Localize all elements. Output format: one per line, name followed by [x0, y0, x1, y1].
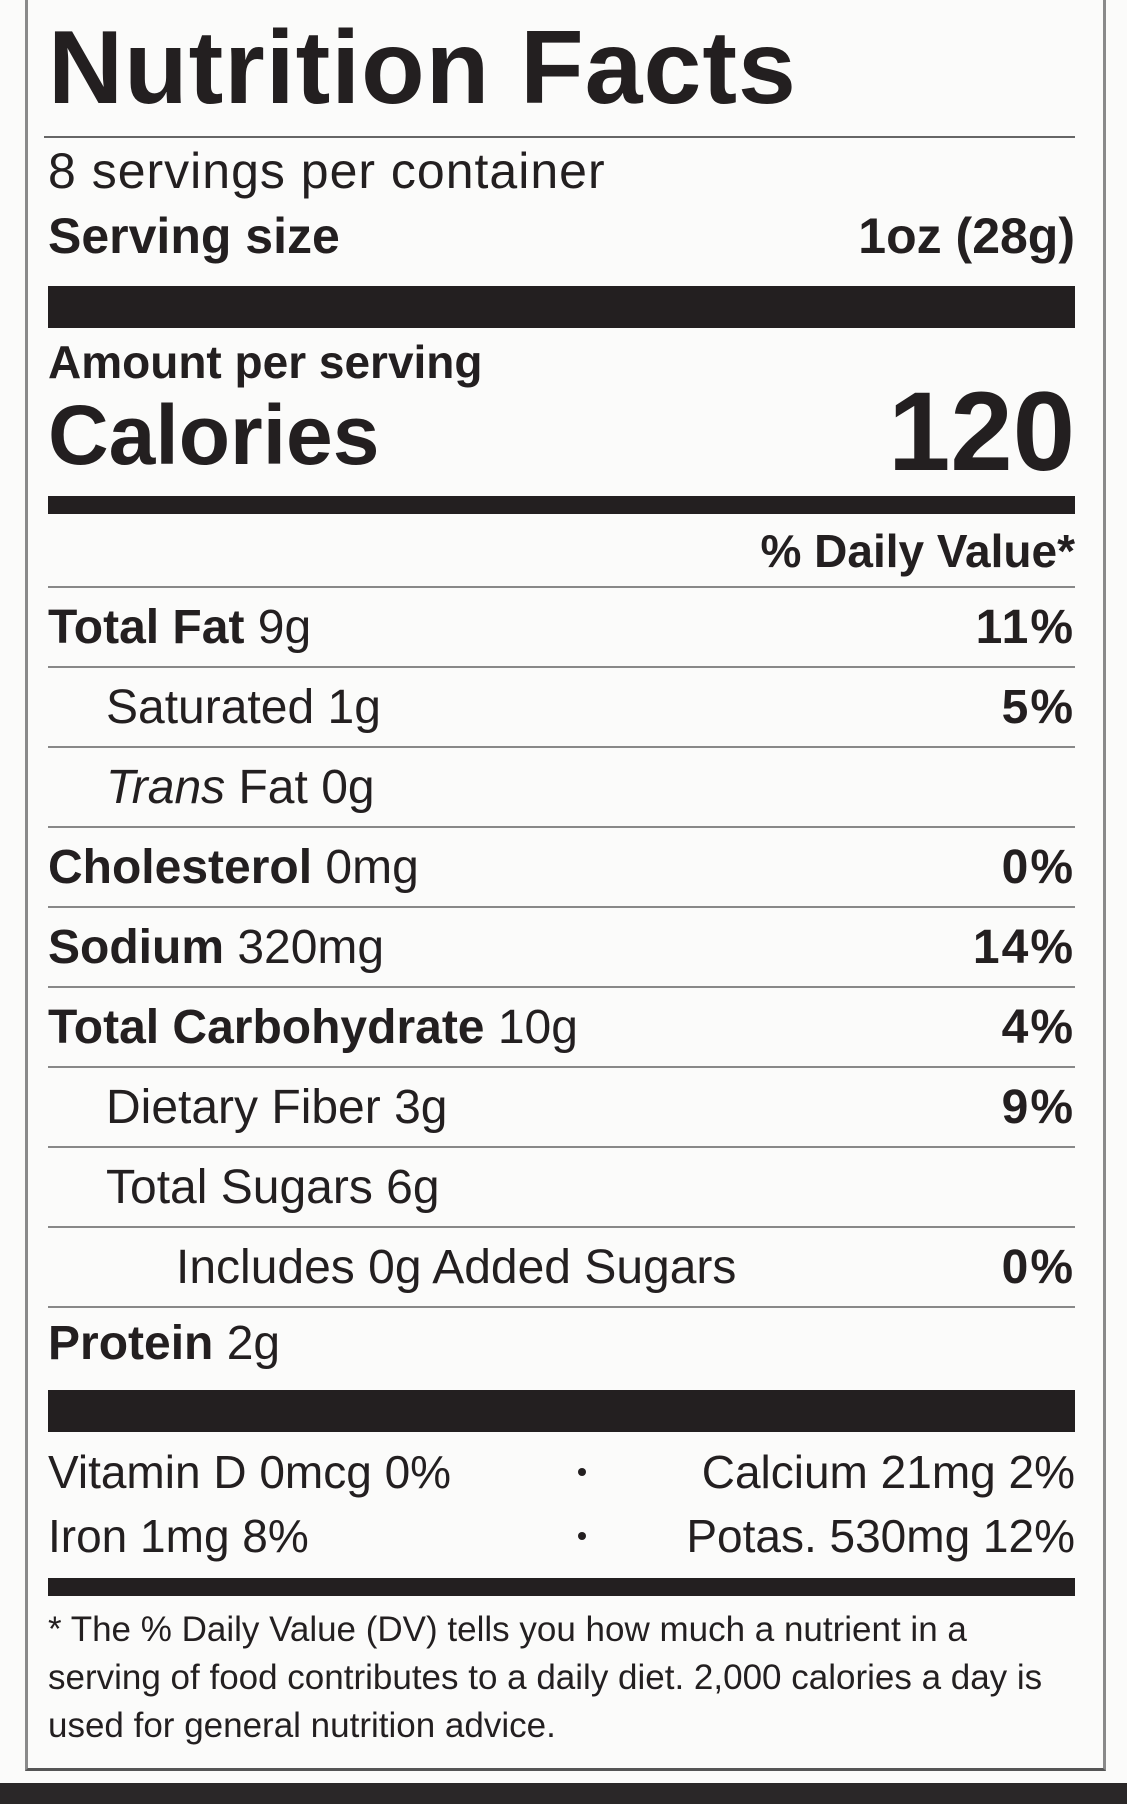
nutrient-row: Trans Fat 0g: [48, 748, 1075, 828]
nutrient-amount: 3g: [394, 1080, 448, 1134]
title: Nutrition Facts: [44, 0, 1075, 138]
nutrient-amount: 2g: [226, 1316, 281, 1370]
nutrient-amount: 10g: [497, 1000, 578, 1054]
nutrient-dv: 0%: [1001, 840, 1075, 894]
nutrient-dv: 5%: [1001, 680, 1075, 734]
vitamin-item: Calcium 21mg 2%: [701, 1446, 1075, 1498]
nutrient-label: Total Sugars 6g: [48, 1160, 440, 1215]
nutrient-name: Dietary Fiber: [106, 1080, 381, 1134]
nutrient-row: Protein 2g: [48, 1308, 1075, 1378]
nutrient-row: Sodium 320mg 14%: [48, 908, 1075, 988]
nutrient-name-italic: Trans: [106, 760, 226, 814]
nutrient-row: Includes 0g Added Sugars 0%: [48, 1228, 1075, 1308]
nutrient-dv: 11%: [975, 600, 1075, 654]
nutrient-dv: 0%: [1001, 1240, 1075, 1294]
vitamin-row: Vitamin D 0mcg 0% Calcium 21mg 2%: [48, 1440, 1075, 1504]
serving-size: Serving size 1oz (28g): [48, 200, 1075, 272]
vitamin-row: Iron 1mg 8% Potas. 530mg 12%: [48, 1504, 1075, 1568]
vitamin-item: Vitamin D 0mcg 0%: [48, 1446, 452, 1498]
nutrient-dv: 9%: [1001, 1080, 1075, 1134]
serving-size-label: Serving size: [48, 208, 340, 264]
nutrient-label: Total Fat 9g: [48, 600, 311, 655]
bullet: [578, 1532, 586, 1540]
package-edge: [0, 1783, 1127, 1804]
nutrient-row: Total Carbohydrate 10g 4%: [48, 988, 1075, 1068]
nutrient-label: Saturated 1g: [48, 680, 381, 735]
nutrient-row: Cholesterol 0mg 0%: [48, 828, 1075, 908]
divider-thick: [48, 1390, 1075, 1432]
calories-label: Calories: [48, 388, 380, 482]
nutrient-amount: 320mg: [237, 920, 385, 974]
nutrient-label: Cholesterol 0mg: [48, 840, 419, 895]
nutrient-dv: 14%: [972, 920, 1075, 974]
nutrient-label: Sodium 320mg: [48, 920, 384, 975]
nutrient-dv: 4%: [1001, 1000, 1075, 1054]
nutrient-name: Total Sugars: [106, 1160, 373, 1214]
calories-value: 120: [888, 369, 1075, 494]
serving-size-value: 1oz (28g): [858, 208, 1075, 264]
nutrient-name: Fat: [238, 760, 308, 814]
servings: 8 servings per container: [48, 143, 606, 199]
nutrient-amount: 6g: [386, 1160, 440, 1214]
divider-medium: [48, 1578, 1075, 1596]
nutrient-label: Protein 2g: [48, 1316, 280, 1371]
nutrient-name: Sodium: [48, 920, 224, 974]
label-content: Nutrition Facts 8 servings per container…: [44, 0, 1075, 1750]
divider-thick: [48, 286, 1075, 328]
nutrient-row: Total Fat 9g 11%: [48, 588, 1075, 668]
footnote: * The % Daily Value (DV) tells you how m…: [48, 1610, 1043, 1745]
divider-medium: [48, 496, 1075, 514]
vitamins: Vitamin D 0mcg 0% Calcium 21mg 2% Iron 1mg…: [48, 1440, 1075, 1568]
nutrient-name: Saturated: [106, 680, 315, 734]
nutrient-name: Total Carbohydrate: [48, 1000, 485, 1054]
nutrient-name: Total Fat: [48, 600, 245, 654]
nutrient-amount: 1g: [327, 680, 381, 734]
nutrient-row: Dietary Fiber 3g 9%: [48, 1068, 1075, 1148]
vitamin-item: Iron 1mg 8%: [48, 1510, 309, 1562]
nutrient-rows: Total Fat 9g 11% Saturated 1g 5% Trans Fat 0…: [48, 588, 1075, 1378]
nutrition-label: Nutrition Facts 8 servings per container…: [25, 0, 1106, 1771]
nutrient-amount: 0g: [321, 760, 375, 814]
nutrient-row: Total Sugars 6g: [48, 1148, 1075, 1228]
nutrient-name: Cholesterol: [48, 840, 313, 894]
nutrient-amount: 0mg: [325, 840, 419, 894]
nutrient-name: Protein: [48, 1316, 214, 1370]
vitamin-item: Potas. 530mg 12%: [686, 1510, 1075, 1562]
nutrient-row: Saturated 1g 5%: [48, 668, 1075, 748]
nutrient-label: Total Carbohydrate 10g: [48, 1000, 578, 1055]
amount-per-serving: Amount per serving: [48, 336, 483, 388]
daily-value-header: % Daily Value*: [48, 514, 1075, 588]
nutrient-label: Includes 0g Added Sugars: [48, 1240, 736, 1295]
calories: Calories 120: [48, 376, 1075, 488]
nutrient-label: Dietary Fiber 3g: [48, 1080, 447, 1135]
nutrient-label: Trans Fat 0g: [48, 760, 375, 815]
nutrient-amount: 9g: [257, 600, 312, 654]
nutrient-name: Includes 0g Added Sugars: [176, 1240, 737, 1294]
bullet: [578, 1468, 586, 1476]
